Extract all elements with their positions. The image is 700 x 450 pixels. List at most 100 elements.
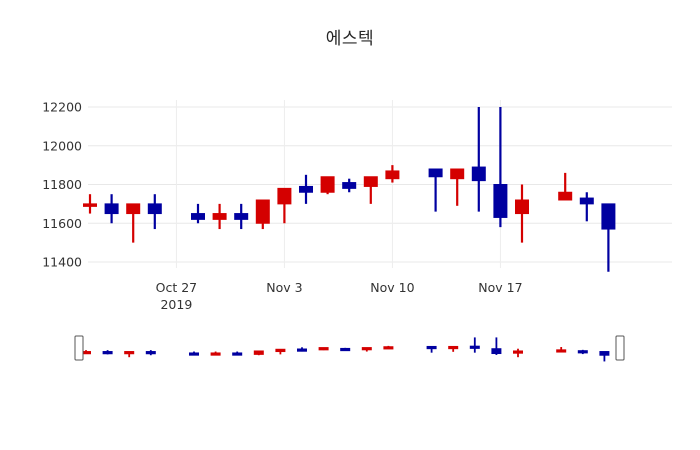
- navigator-candle-body: [124, 351, 135, 355]
- candlestick[interactable]: [234, 203, 249, 230]
- y-axis-tick-label: 12200: [42, 100, 82, 115]
- candle-body: [363, 176, 378, 187]
- navigator-candle-body: [253, 350, 264, 355]
- candlestick[interactable]: [299, 174, 313, 204]
- navigator-candlestick[interactable]: [210, 351, 221, 356]
- navigator-candle-body: [383, 346, 394, 350]
- y-axis-tick-label: 11600: [42, 216, 82, 231]
- navigator-candlestick[interactable]: [275, 348, 286, 355]
- y-gridlines: [88, 106, 672, 263]
- navigator-candle-body: [556, 349, 567, 353]
- navigator-candle-body: [318, 347, 329, 351]
- candle-body: [104, 203, 119, 215]
- navigator-candlestick[interactable]: [469, 337, 480, 353]
- candle-body: [212, 213, 227, 220]
- x-axis-tick-label: Nov 3: [266, 280, 302, 295]
- navigator-candlestick[interactable]: [253, 350, 264, 356]
- navigator-candlestick[interactable]: [232, 351, 243, 356]
- y-axis-tick-label: 11400: [42, 255, 82, 270]
- candle-body: [515, 199, 529, 215]
- navigator-candle-body: [491, 348, 502, 355]
- candlestick[interactable]: [471, 107, 486, 212]
- x-axis-tick-labels: Oct 27 2019 Nov 3 Nov 10 Nov 17: [156, 280, 523, 312]
- x-axis-tick-label: Nov 17: [478, 280, 522, 295]
- candle-body: [342, 182, 357, 189]
- navigator-candlestick[interactable]: [599, 351, 610, 362]
- x-axis-tick-label: Nov 10: [370, 280, 414, 295]
- navigator-candle-body: [340, 347, 351, 352]
- navigator-candle-body: [513, 350, 523, 354]
- candle-body: [299, 185, 313, 193]
- candlestick[interactable]: [515, 184, 529, 243]
- candle-body: [126, 203, 141, 215]
- candle-body: [450, 168, 465, 180]
- candlestick[interactable]: [104, 194, 119, 224]
- candlestick[interactable]: [320, 176, 335, 195]
- candlestick[interactable]: [212, 203, 227, 230]
- navigator-candlestick[interactable]: [189, 351, 199, 356]
- candlestick[interactable]: [277, 187, 292, 224]
- navigator-candle-body: [210, 352, 221, 356]
- x-axis-tick-sublabel: 2019: [160, 297, 192, 312]
- candle-body: [428, 168, 443, 178]
- candle-body: [493, 184, 508, 218]
- candle-body: [558, 191, 573, 201]
- y-axis-tick-label: 11800: [42, 177, 82, 192]
- candlestick[interactable]: [363, 176, 378, 204]
- navigator-candlestick[interactable]: [318, 347, 329, 351]
- navigator-candle-body: [102, 351, 113, 355]
- candlestick[interactable]: [601, 203, 616, 272]
- candlestick[interactable]: [428, 168, 443, 212]
- navigator-candlestick[interactable]: [577, 349, 588, 355]
- navigator-candle-body: [275, 348, 286, 353]
- candlestick[interactable]: [126, 203, 141, 243]
- navigator-candlestick[interactable]: [297, 347, 307, 352]
- navigator-candlestick[interactable]: [383, 345, 394, 350]
- candlestick[interactable]: [579, 192, 594, 222]
- chart-title: 에스텍: [325, 29, 375, 49]
- candle-body: [255, 199, 270, 224]
- y-axis-tick-label: 12000: [42, 138, 82, 153]
- candle-body: [83, 203, 97, 207]
- candle-body: [147, 203, 162, 215]
- navigator-candle-body: [145, 351, 156, 355]
- candle-body: [191, 213, 205, 220]
- navigator-candlestick[interactable]: [145, 350, 156, 356]
- candlestick[interactable]: [342, 178, 357, 193]
- candle-body: [320, 176, 335, 193]
- candle-body: [234, 213, 249, 220]
- candlestick[interactable]: [558, 172, 573, 201]
- candlestick[interactable]: [385, 165, 400, 183]
- candlestick[interactable]: [83, 194, 97, 214]
- range-handle-left[interactable]: [74, 335, 84, 361]
- navigator-candle-body: [426, 345, 437, 350]
- y-axis-tick-labels: 11400 11600 11800 12000 12200: [42, 100, 82, 270]
- navigator-candlestick[interactable]: [491, 337, 502, 355]
- navigator-candle-body: [297, 348, 307, 352]
- navigator-candlestick[interactable]: [124, 351, 135, 358]
- navigator-candlestick[interactable]: [556, 347, 567, 353]
- navigator-candle-body: [577, 350, 588, 354]
- navigator-candle-body: [189, 352, 199, 356]
- range-handle-right[interactable]: [615, 335, 625, 361]
- navigator-range-handles[interactable]: [74, 335, 625, 361]
- navigator-candlestick[interactable]: [513, 348, 523, 358]
- navigator-candlestick[interactable]: [448, 345, 459, 352]
- candlestick[interactable]: [255, 199, 270, 230]
- candlestick[interactable]: [147, 194, 162, 230]
- candlestick[interactable]: [191, 203, 205, 224]
- candle-body: [471, 166, 486, 182]
- navigator-candle-body: [599, 351, 610, 356]
- navigator-candlestick-series[interactable]: [81, 337, 610, 362]
- navigator-candlestick[interactable]: [340, 347, 351, 352]
- navigator-candle-body: [448, 345, 459, 350]
- navigator-candlestick[interactable]: [102, 350, 113, 355]
- navigator-candlestick[interactable]: [426, 345, 437, 353]
- candlestick-series[interactable]: [83, 107, 616, 272]
- navigator-candlestick[interactable]: [361, 347, 372, 352]
- candlestick[interactable]: [493, 107, 508, 228]
- candle-body: [385, 170, 400, 180]
- candlestick[interactable]: [450, 168, 465, 206]
- navigator-candle-body: [232, 352, 243, 356]
